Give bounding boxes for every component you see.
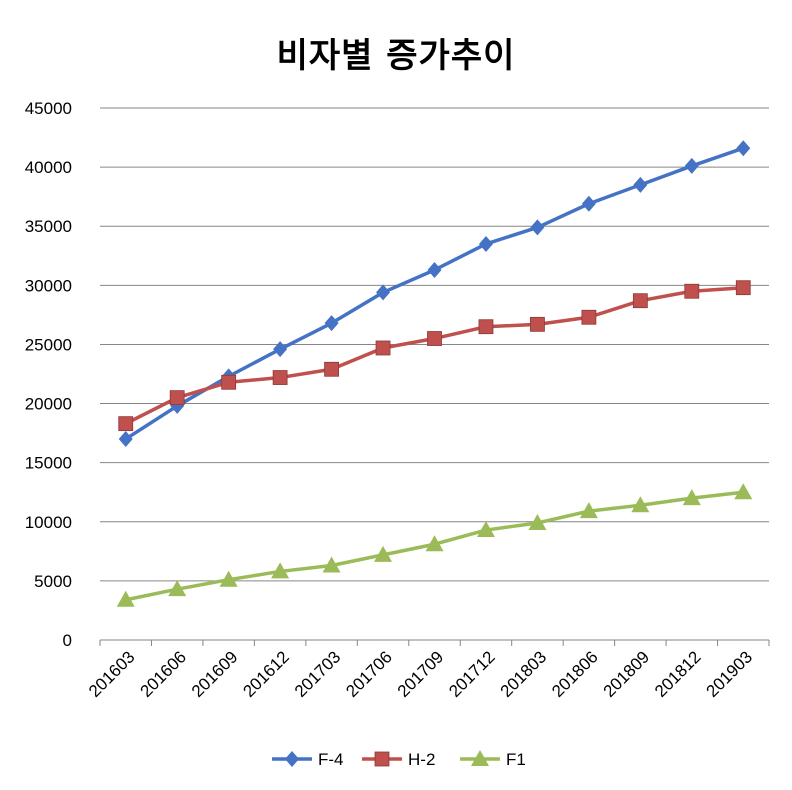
data-point (324, 315, 339, 332)
y-tick-label: 45000 (25, 99, 72, 118)
legend-marker (471, 750, 489, 766)
data-point (478, 235, 493, 252)
x-tick-label: 201809 (600, 647, 654, 701)
y-tick-label: 25000 (25, 335, 72, 354)
x-tick-label: 201606 (136, 647, 190, 701)
legend-label: H-2 (408, 750, 435, 769)
legend-item-f1: F1 (460, 750, 526, 769)
data-point (530, 219, 545, 236)
legend-label: F-4 (318, 750, 344, 769)
data-point (118, 431, 133, 448)
x-tick-label: 201803 (497, 647, 551, 701)
legend-item-f-4: F-4 (272, 750, 344, 769)
data-point (322, 556, 341, 573)
x-tick-label: 201812 (651, 647, 705, 701)
data-point (169, 390, 185, 406)
data-point (581, 309, 597, 325)
data-point (427, 331, 442, 346)
data-point (734, 483, 753, 500)
data-point (736, 140, 751, 157)
data-point (118, 416, 134, 432)
x-tick-label: 201706 (342, 647, 396, 701)
data-point (476, 521, 495, 538)
data-point (376, 284, 391, 301)
series-lines (116, 140, 753, 607)
data-point (375, 340, 391, 356)
data-point (116, 590, 135, 607)
legend-label: F1 (506, 750, 526, 769)
x-tick-label: 201806 (548, 647, 602, 701)
chart-title: 비자별 증가추이 (276, 36, 516, 76)
y-tick-label: 40000 (25, 158, 72, 177)
data-point (427, 261, 442, 278)
y-tick-label: 0 (63, 631, 72, 650)
series-line (124, 146, 744, 441)
x-tick-label: 201609 (188, 647, 242, 701)
data-point (219, 570, 238, 587)
data-point (632, 293, 648, 309)
data-point (579, 502, 598, 519)
legend-marker (374, 751, 390, 767)
y-axis-ticks: 0 5000 10000 15000 20000 25000 30000 35000 40000… (25, 99, 72, 650)
data-point (735, 280, 751, 296)
data-point (684, 157, 699, 174)
data-point (530, 316, 545, 332)
y-tick-label: 35000 (25, 217, 72, 236)
x-tick-label: 201712 (445, 647, 499, 701)
y-tick-label: 5000 (34, 572, 72, 591)
data-point (271, 562, 290, 579)
data-point (273, 341, 288, 358)
x-tick-label: 201703 (291, 647, 345, 701)
data-point (631, 496, 650, 513)
x-tick-label: 201903 (703, 647, 757, 701)
data-point (324, 361, 339, 377)
x-tick-label: 201603 (85, 647, 139, 701)
data-point (684, 283, 700, 299)
x-tick-label: 201709 (394, 647, 448, 701)
data-point (221, 374, 237, 390)
y-tick-label: 30000 (25, 276, 72, 295)
data-point (272, 370, 288, 385)
series-h-2 (118, 280, 751, 432)
gridlines (100, 107, 769, 641)
y-tick-label: 15000 (25, 454, 72, 473)
legend-marker (285, 751, 299, 767)
legend: F-4 H-2 F1 (272, 750, 526, 769)
series-f-4 (118, 140, 751, 448)
data-point (682, 489, 701, 506)
y-tick-label: 10000 (25, 513, 72, 532)
data-point (425, 535, 444, 552)
x-tick-label: 201612 (239, 647, 293, 701)
data-point (168, 580, 187, 597)
data-point (581, 195, 596, 212)
series-f1 (116, 483, 753, 607)
data-point (528, 513, 547, 530)
y-tick-label: 20000 (25, 395, 72, 414)
data-point (633, 176, 648, 193)
data-point (374, 545, 393, 562)
legend-item-h-2: H-2 (362, 750, 435, 769)
x-axis-ticks: 2016032016062016092016122017032017062017… (85, 640, 770, 701)
data-point (478, 319, 494, 335)
